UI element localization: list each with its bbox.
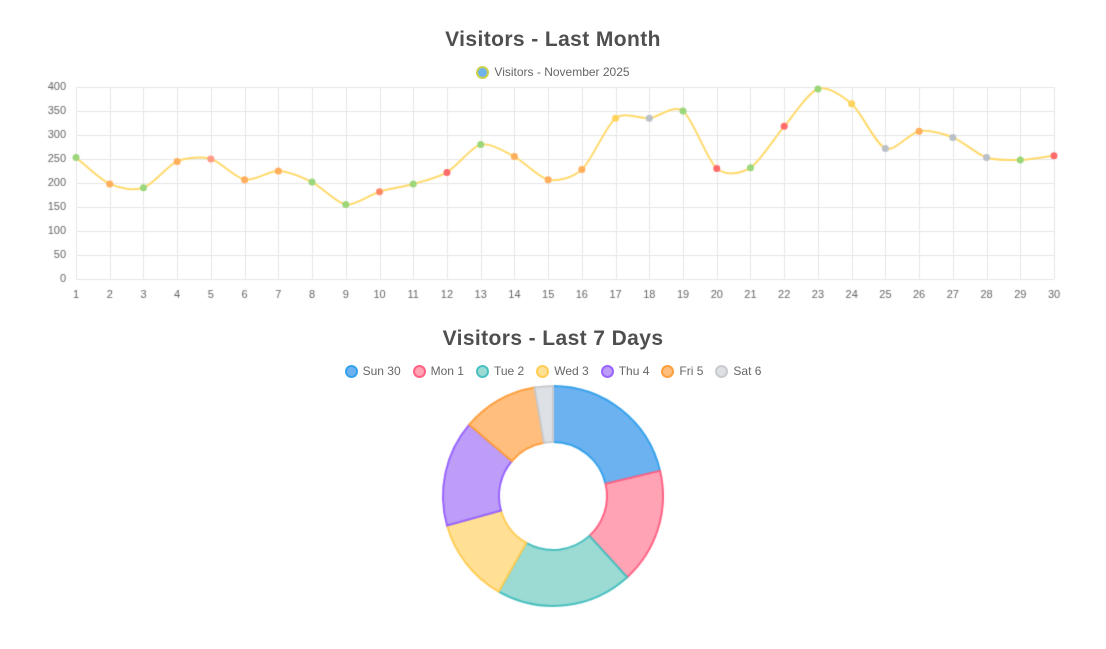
legend-item-tue[interactable]: Tue 2 (475, 364, 525, 378)
legend-label: Tue 2 (493, 364, 525, 378)
line-chart-legend: Visitors - November 2025 (0, 65, 1106, 79)
legend-marker-icon (600, 364, 614, 378)
legend-marker-icon (661, 364, 675, 378)
legend-label: Sun 30 (362, 364, 401, 378)
donut-chart-title: Visitors - Last 7 Days (442, 327, 664, 350)
legend-label: Wed 3 (554, 364, 589, 378)
legend-marker-icon (476, 65, 490, 79)
line-chart-title: Visitors - Last Month (445, 28, 661, 51)
legend-marker-icon (344, 364, 358, 378)
legend-item-sat[interactable]: Sat 6 (715, 364, 761, 378)
legend-label: Thu 4 (618, 364, 650, 378)
donut-chart-area (0, 382, 1106, 614)
legend-label: Mon 1 (430, 364, 464, 378)
line-chart-canvas[interactable] (0, 79, 1106, 317)
donut-chart-legend: Sun 30 Mon 1 Tue 2 Wed 3 Thu 4 Fri 5 Sat… (0, 364, 1106, 378)
legend-label: Fri 5 (679, 364, 704, 378)
legend-label: Visitors - November 2025 (494, 65, 630, 79)
legend-label: Sat 6 (733, 364, 762, 378)
legend-item-mon[interactable]: Mon 1 (412, 364, 464, 378)
legend-item-sun[interactable]: Sun 30 (344, 364, 401, 378)
legend-item-visitors-november[interactable]: Visitors - November 2025 (476, 65, 630, 79)
legend-item-thu[interactable]: Thu 4 (600, 364, 650, 378)
donut-chart-canvas[interactable] (428, 382, 678, 614)
legend-marker-icon (475, 364, 489, 378)
legend-item-fri[interactable]: Fri 5 (661, 364, 703, 378)
legend-marker-icon (412, 364, 426, 378)
legend-item-wed[interactable]: Wed 3 (536, 364, 589, 378)
legend-marker-icon (536, 364, 550, 378)
legend-marker-icon (715, 364, 729, 378)
